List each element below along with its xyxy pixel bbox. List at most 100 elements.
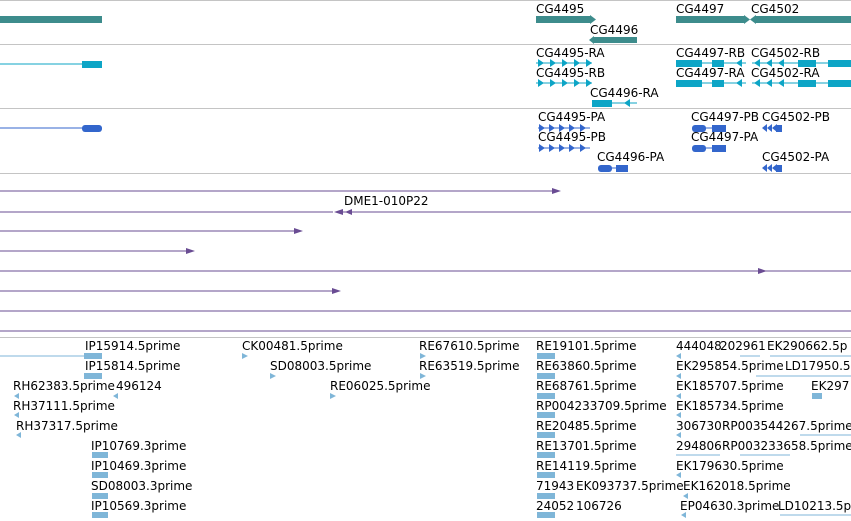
protein-feature[interactable]: [762, 124, 782, 132]
est-feature[interactable]: [537, 452, 555, 458]
transcript-feature[interactable]: [752, 79, 851, 87]
est-label[interactable]: IP15814.5prime: [85, 359, 181, 373]
protein-feature[interactable]: [692, 145, 726, 152]
est-label[interactable]: 294806: [676, 439, 722, 453]
transcript-label[interactable]: CG4495-RA: [536, 46, 605, 60]
est-feature[interactable]: [420, 373, 426, 379]
est-label[interactable]: RP003544267.5prime: [722, 419, 851, 433]
gene-label[interactable]: CG4502: [751, 2, 800, 16]
est-label[interactable]: 71943: [536, 479, 575, 493]
est-label[interactable]: EP04630.3prime: [680, 499, 780, 513]
est-label[interactable]: LD17950.5: [785, 359, 851, 373]
est-label[interactable]: 106726: [576, 499, 622, 513]
est-feature[interactable]: [330, 393, 336, 399]
transcript-label[interactable]: CG4495-RB: [536, 66, 606, 80]
est-feature[interactable]: [537, 432, 555, 438]
transcript-feature[interactable]: [536, 79, 592, 87]
est-label[interactable]: RE63519.5prime: [419, 359, 520, 373]
protein-feature[interactable]: [538, 144, 590, 152]
est-label[interactable]: RP003233658.5prime: [722, 439, 851, 453]
est-feature[interactable]: [537, 493, 555, 499]
est-label[interactable]: EK093737.5prime: [576, 479, 684, 493]
est-feature[interactable]: [14, 393, 19, 399]
est-feature[interactable]: [676, 353, 681, 359]
est-feature[interactable]: [92, 493, 108, 499]
est-label[interactable]: EK185734.5prime: [676, 399, 784, 413]
est-label[interactable]: RE68761.5prime: [536, 379, 637, 393]
est-feature[interactable]: [92, 452, 108, 458]
transcript-feature[interactable]: [536, 59, 592, 67]
est-label[interactable]: 496124: [116, 379, 162, 393]
clone-feature[interactable]: [0, 248, 195, 254]
est-feature[interactable]: [537, 353, 555, 359]
est-label[interactable]: EK297: [811, 379, 850, 393]
est-feature[interactable]: [676, 432, 681, 438]
gene-feature[interactable]: [536, 16, 590, 23]
gene-label[interactable]: CG4495: [536, 2, 585, 16]
est-label[interactable]: 24052: [536, 499, 575, 513]
gene-feature[interactable]: [594, 37, 637, 43]
est-label[interactable]: EK295854.5prime: [676, 359, 784, 373]
est-feature[interactable]: [681, 512, 686, 518]
protein-feature[interactable]: [538, 124, 590, 132]
est-label[interactable]: 444048: [676, 339, 722, 353]
est-label[interactable]: LD10213.5p: [778, 499, 851, 513]
gene-feature[interactable]: [756, 16, 851, 23]
est-label[interactable]: RE63860.5prime: [536, 359, 637, 373]
est-feature[interactable]: [537, 472, 555, 478]
gene-feature[interactable]: [0, 16, 102, 23]
protein-label[interactable]: CG4495-PA: [538, 110, 606, 124]
transcript-feature[interactable]: [592, 99, 637, 107]
gene-label[interactable]: CG4496: [590, 23, 639, 37]
protein-feature[interactable]: [598, 165, 628, 172]
est-label[interactable]: IP15914.5prime: [85, 339, 181, 353]
gene-feature[interactable]: [676, 16, 744, 23]
clone-feature[interactable]: [0, 188, 561, 194]
est-label[interactable]: 306730: [676, 419, 722, 433]
est-label[interactable]: SD08003.5prime: [270, 359, 372, 373]
est-label[interactable]: RH37111.5prime: [13, 399, 115, 413]
transcript-feature[interactable]: [676, 79, 746, 87]
est-feature[interactable]: [537, 393, 555, 399]
transcript-label[interactable]: CG4497-RA: [676, 66, 745, 80]
protein-feature[interactable]: [762, 164, 782, 172]
transcript-label[interactable]: CG4496-RA: [590, 86, 659, 100]
est-label[interactable]: EK185707.5prime: [676, 379, 784, 393]
est-feature[interactable]: [14, 412, 19, 418]
clone-feature[interactable]: [0, 288, 341, 294]
est-label[interactable]: RE19101.5prime: [536, 339, 637, 353]
est-label[interactable]: EK162018.5prime: [683, 479, 791, 493]
est-feature[interactable]: [270, 373, 276, 379]
protein-label[interactable]: CG4496-PA: [597, 150, 665, 164]
est-feature[interactable]: [676, 373, 681, 379]
protein-feature[interactable]: [692, 125, 726, 132]
est-label[interactable]: CK00481.5prime: [242, 339, 343, 353]
est-feature[interactable]: [676, 412, 681, 418]
clone-feature[interactable]: [0, 268, 851, 274]
est-feature[interactable]: [420, 353, 426, 359]
est-feature[interactable]: [676, 472, 681, 478]
est-feature[interactable]: [537, 512, 555, 518]
est-label[interactable]: SD08003.3prime: [91, 479, 193, 493]
transcript-label[interactable]: CG4497-RB: [676, 46, 746, 60]
protein-label[interactable]: CG4497-PB: [691, 110, 760, 124]
protein-label[interactable]: CG4497-PA: [691, 130, 759, 144]
est-label[interactable]: EK179630.5prime: [676, 459, 784, 473]
est-feature[interactable]: [84, 373, 102, 379]
est-label[interactable]: RE06025.5prime: [330, 379, 431, 393]
transcript-exon[interactable]: [82, 61, 102, 68]
protein-label[interactable]: CG4502-PA: [762, 150, 830, 164]
est-feature[interactable]: [92, 512, 108, 518]
clone-label[interactable]: DME1-010P22: [344, 194, 429, 208]
est-feature[interactable]: [242, 353, 248, 359]
gene-label[interactable]: CG4497: [676, 2, 725, 16]
est-label[interactable]: RE20485.5prime: [536, 419, 637, 433]
est-label[interactable]: RP004233709.5prime: [536, 399, 667, 413]
est-feature[interactable]: [537, 412, 555, 418]
est-label[interactable]: RE13701.5prime: [536, 439, 637, 453]
est-label[interactable]: RE14119.5prime: [536, 459, 637, 473]
est-label[interactable]: RH62383.5prime: [13, 379, 115, 393]
est-feature[interactable]: [113, 393, 118, 399]
est-feature[interactable]: [84, 353, 102, 359]
transcript-label[interactable]: CG4502-RB: [751, 46, 821, 60]
